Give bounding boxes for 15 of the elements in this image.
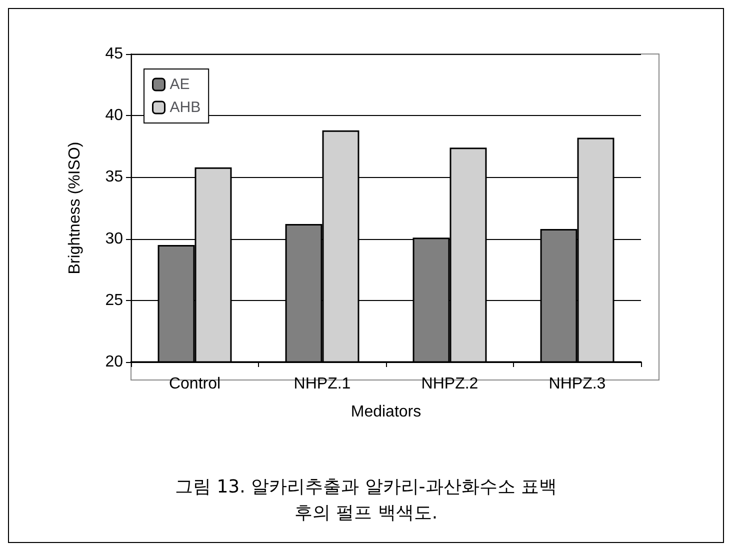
y-tick-label: 30 xyxy=(105,230,124,248)
x-tick-label: NHPZ.1 xyxy=(294,376,351,392)
legend-label: AHB xyxy=(170,99,201,116)
x-tick-label: NHPZ.2 xyxy=(421,376,478,392)
y-tick-label: 20 xyxy=(105,354,124,370)
y-tick-label: 25 xyxy=(105,292,124,309)
x-axis-title: Mediators xyxy=(350,404,422,420)
x-tick-label: NHPZ.3 xyxy=(548,376,606,392)
x-tick-label: Control xyxy=(168,376,221,392)
y-tick-label: 40 xyxy=(105,107,124,124)
y-tick-label: 45 xyxy=(105,46,124,62)
y-tick-label: 35 xyxy=(105,168,124,186)
y-axis-title: Brightness (%ISO) xyxy=(66,142,84,274)
caption: 그림 13. 알카리추출과 알카리-과산화수소 표백 후의 펄프 백색도. xyxy=(174,476,558,524)
legend-label: AE xyxy=(170,76,190,93)
